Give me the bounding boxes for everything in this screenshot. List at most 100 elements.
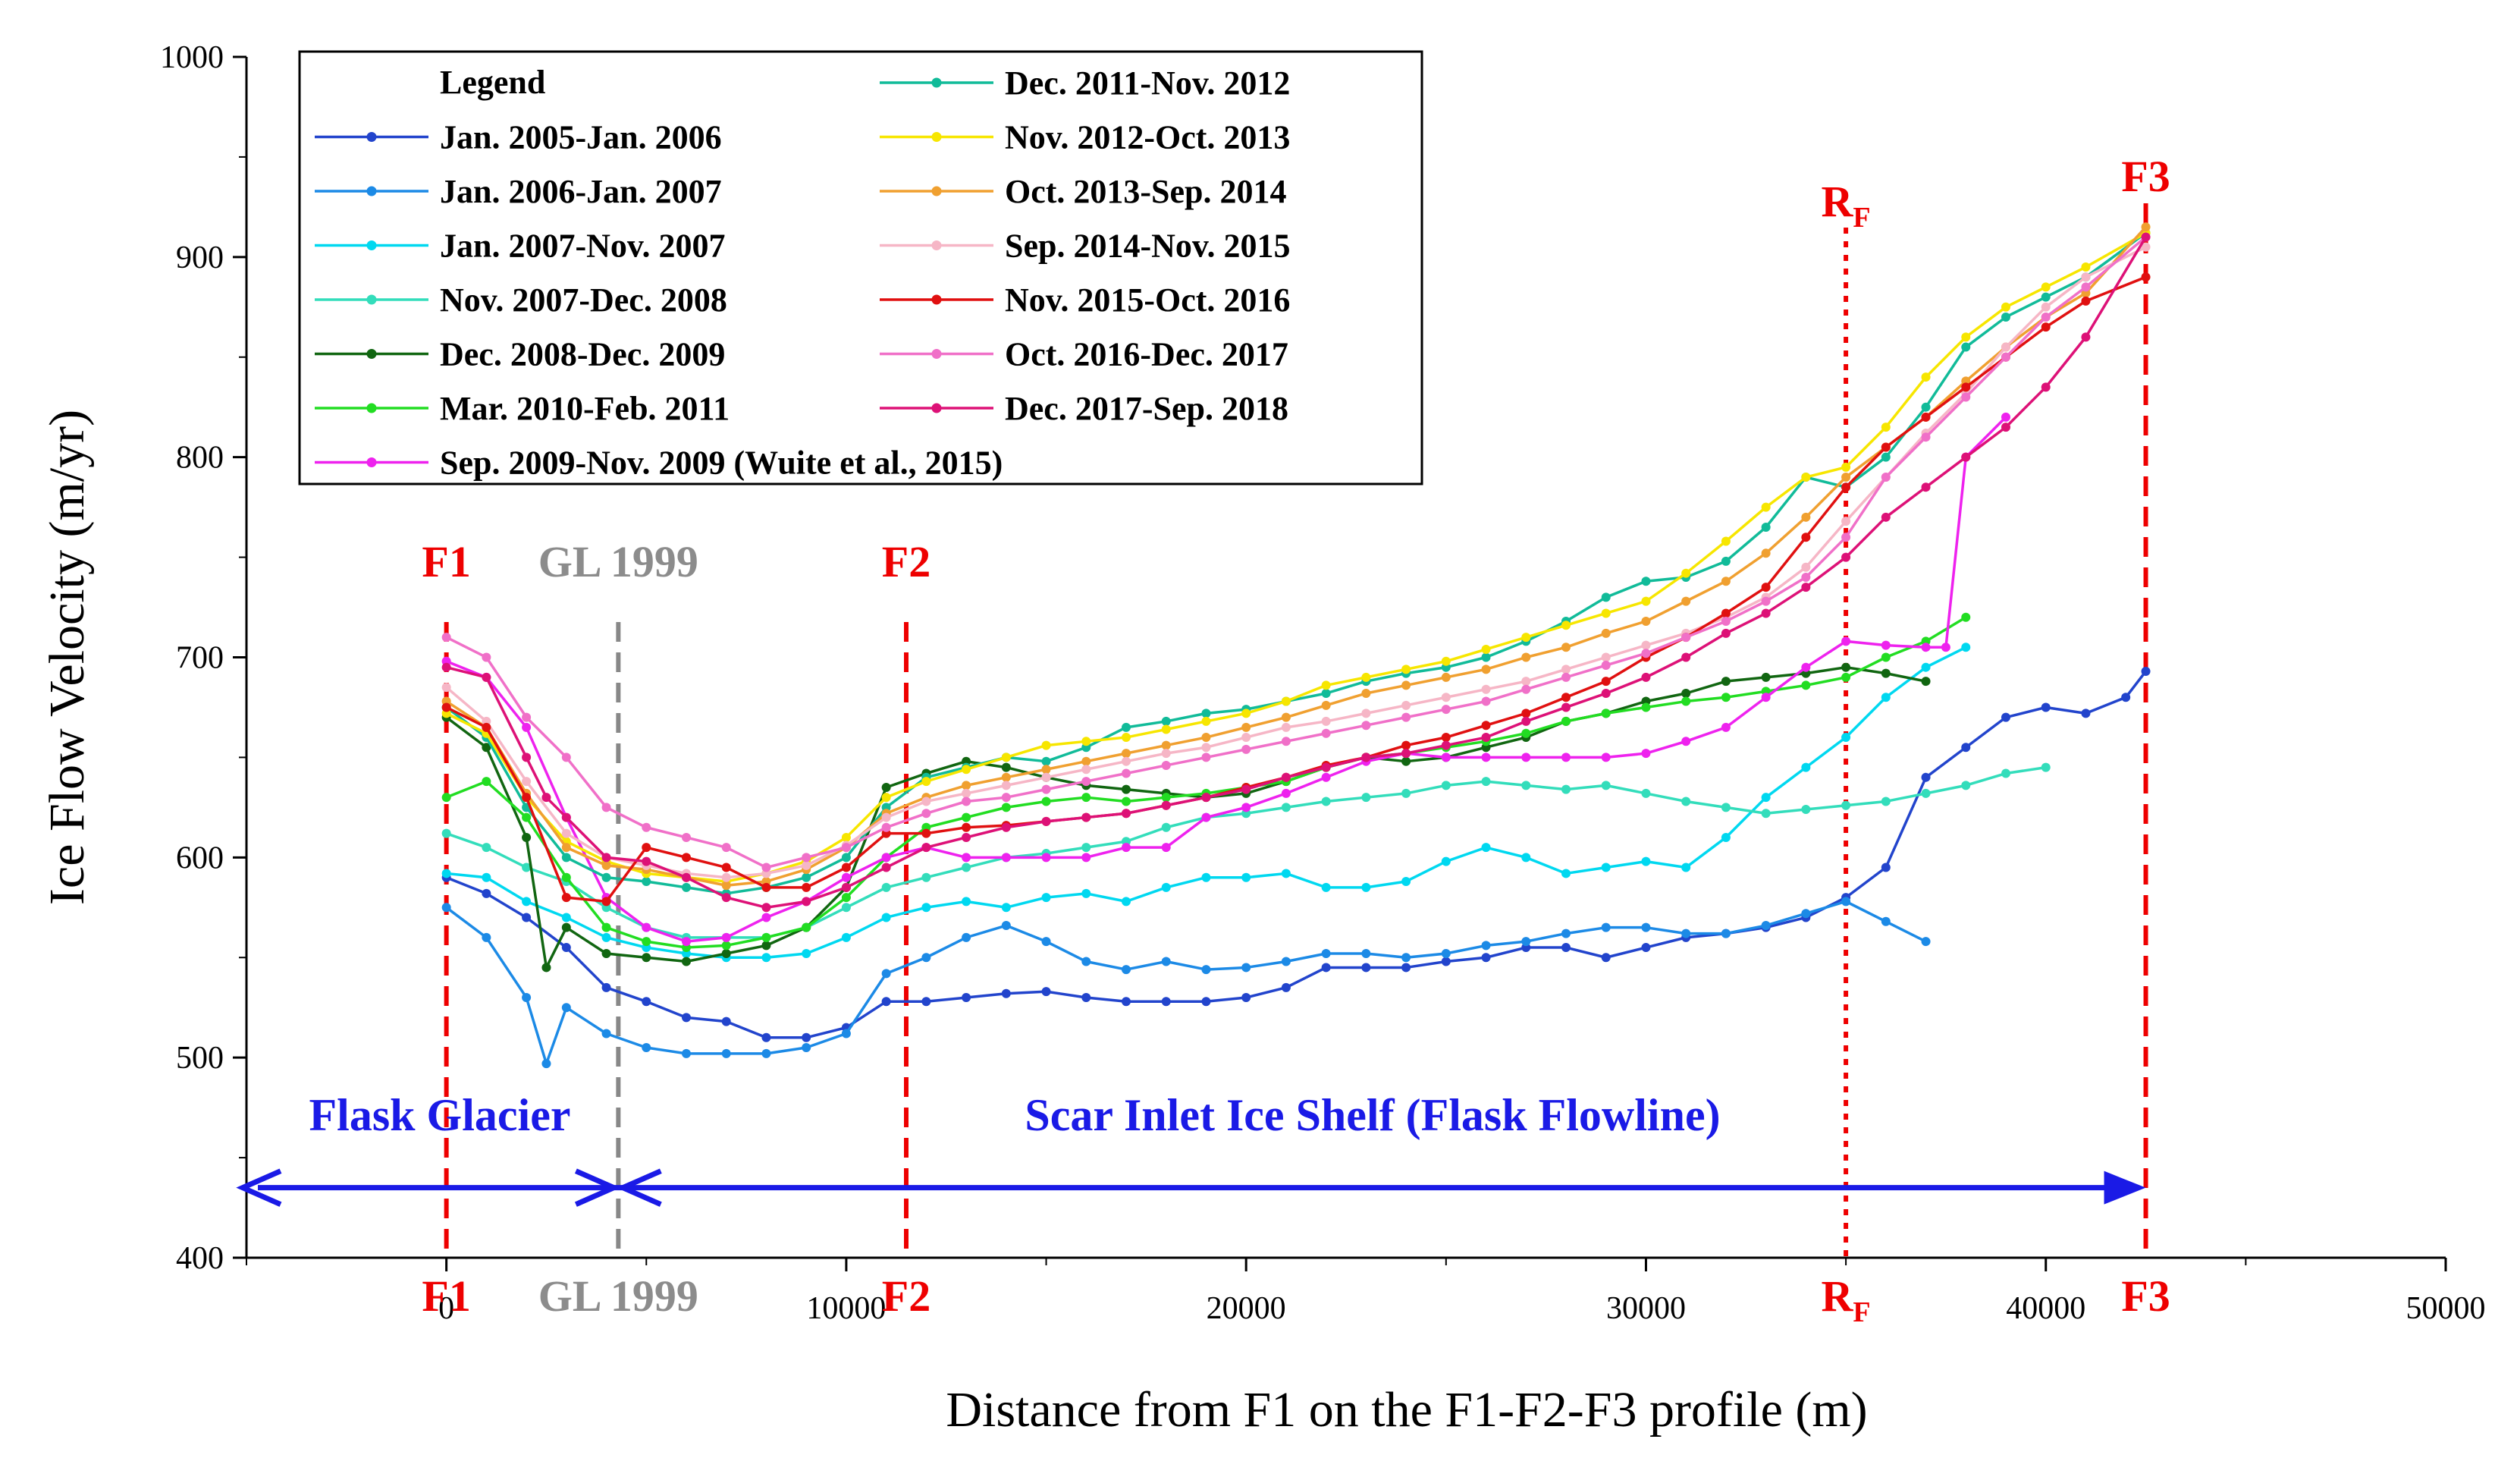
data-point <box>2081 272 2091 282</box>
legend-swatch-marker <box>366 403 377 413</box>
data-point <box>841 843 851 853</box>
data-point <box>1561 943 1571 953</box>
data-point <box>1521 753 1531 762</box>
data-point <box>1041 797 1051 806</box>
data-point <box>802 948 811 958</box>
data-point <box>1441 856 1451 866</box>
data-point <box>1801 533 1811 542</box>
data-point <box>761 903 771 913</box>
data-point <box>1601 608 1611 618</box>
data-point <box>881 882 891 892</box>
region-arrowhead-mid-right <box>616 1168 662 1207</box>
data-point <box>1001 988 1011 998</box>
data-point <box>761 913 771 922</box>
data-point <box>2041 702 2051 712</box>
data-point <box>642 876 651 886</box>
data-point <box>1601 688 1611 698</box>
data-point <box>682 1048 691 1058</box>
data-point <box>881 822 891 832</box>
vline-label-bottom: GL 1999 <box>538 1271 698 1321</box>
data-point <box>1161 740 1171 750</box>
data-point <box>1441 672 1451 682</box>
x-tick-label: 30000 <box>1606 1291 1686 1326</box>
data-point <box>1441 948 1451 958</box>
data-point <box>1681 596 1691 606</box>
data-point <box>482 672 491 682</box>
data-point <box>1801 909 1811 919</box>
data-point <box>1161 843 1171 853</box>
data-point <box>1681 633 1691 643</box>
data-point <box>1601 677 1611 687</box>
data-point <box>1721 722 1731 732</box>
data-point <box>441 793 451 803</box>
data-point <box>1321 700 1331 710</box>
data-point <box>1761 548 1771 558</box>
vline-label-bottom: F1 <box>422 1271 470 1321</box>
data-point <box>601 982 611 992</box>
data-point <box>1961 392 1971 402</box>
data-point <box>482 652 491 662</box>
data-point <box>1681 688 1691 698</box>
data-point <box>721 932 731 942</box>
series-10 <box>441 242 2151 882</box>
data-point <box>1841 462 1851 472</box>
data-point <box>482 843 491 853</box>
data-point <box>1041 765 1051 775</box>
data-point <box>1241 872 1251 882</box>
data-point <box>1001 753 1011 762</box>
data-point <box>802 853 811 863</box>
data-point <box>1122 756 1131 766</box>
data-point <box>2141 242 2151 252</box>
data-point <box>1681 737 1691 746</box>
data-point <box>1601 781 1611 790</box>
data-point <box>1881 652 1891 662</box>
legend-item: Dec. 2011-Nov. 2012 <box>880 64 1290 102</box>
data-point <box>1721 608 1731 618</box>
data-point <box>841 1029 851 1039</box>
series-line <box>445 670 2147 1039</box>
data-point <box>1841 552 1851 562</box>
data-point <box>1721 929 1731 938</box>
data-point <box>561 913 571 922</box>
data-point <box>1481 644 1491 654</box>
data-point <box>1041 772 1051 782</box>
data-point <box>1641 856 1651 866</box>
data-point <box>1361 948 1371 958</box>
series-line <box>446 236 2148 910</box>
y-axis-title: Ice Flow Velocity (m/yr) <box>39 410 95 905</box>
data-point <box>841 893 851 903</box>
data-point <box>1801 512 1811 522</box>
data-point <box>1161 957 1171 966</box>
data-point <box>2141 232 2151 242</box>
data-point <box>1961 332 1971 342</box>
data-point <box>541 793 551 803</box>
data-point <box>1561 693 1571 702</box>
data-point <box>561 843 571 853</box>
legend-item: Mar. 2010-Feb. 2011 <box>315 390 730 427</box>
data-point <box>441 633 451 643</box>
data-point <box>1401 788 1411 798</box>
data-point <box>2141 666 2151 676</box>
data-point <box>881 812 891 822</box>
marker-main: R <box>1822 1271 1854 1321</box>
data-point <box>1321 963 1331 973</box>
data-point <box>881 853 891 863</box>
data-point <box>1122 784 1131 794</box>
legend-swatch-marker <box>366 349 377 359</box>
data-point <box>1401 953 1411 963</box>
y-tick-label: 700 <box>176 641 224 676</box>
data-point <box>441 828 451 838</box>
data-point <box>1761 809 1771 819</box>
x-tick-label: 20000 <box>1207 1291 1286 1326</box>
data-point <box>642 997 651 1007</box>
data-point <box>1641 596 1651 606</box>
data-point <box>1761 793 1771 803</box>
data-point <box>1081 737 1091 746</box>
data-point <box>561 1003 571 1013</box>
data-point <box>642 937 651 947</box>
data-point <box>1681 568 1691 578</box>
data-point <box>1841 800 1851 810</box>
data-point <box>921 843 931 853</box>
